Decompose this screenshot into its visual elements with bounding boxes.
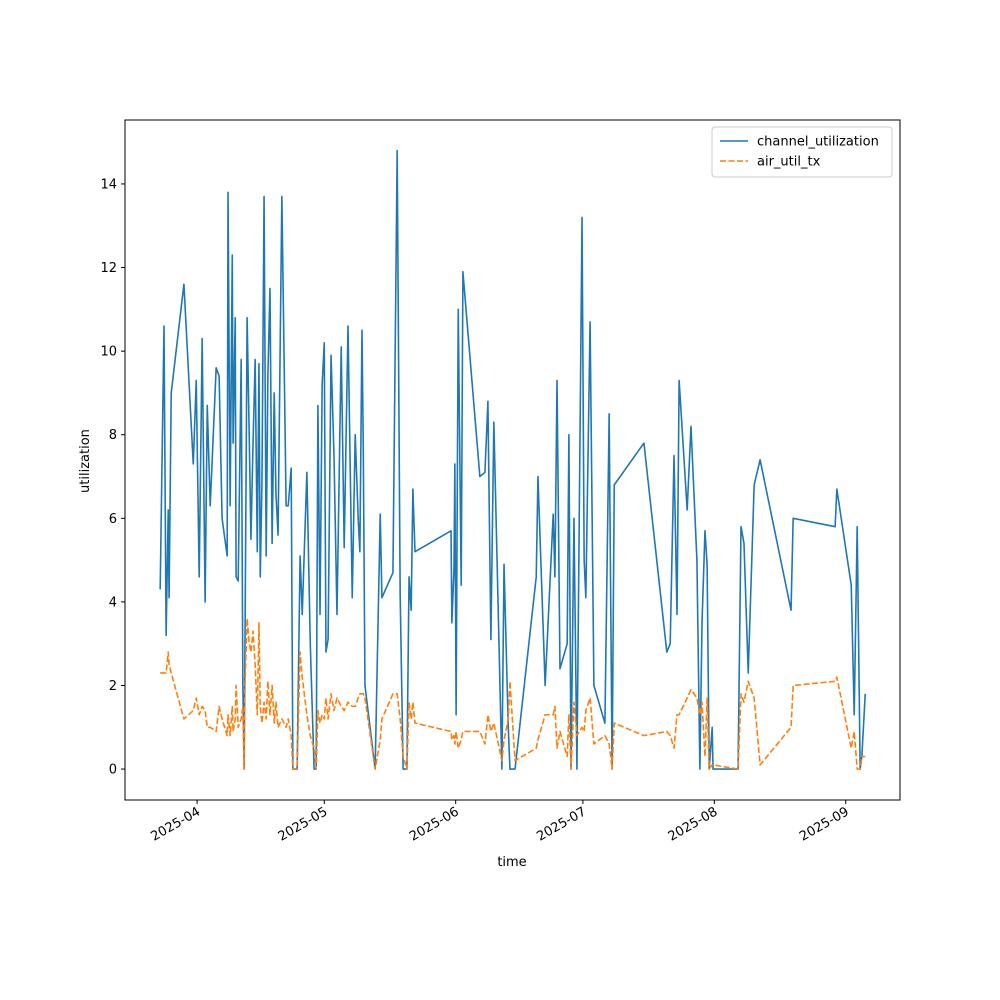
legend-label: channel_utilization [757, 135, 879, 150]
x-tick-label: 2025-08 [666, 804, 721, 844]
line-series [159, 149, 867, 770]
x-tick-label: 2025-07 [534, 804, 589, 844]
x-tick-label: 2025-05 [276, 804, 331, 844]
y-tick-label: 4 [109, 595, 117, 610]
legend-box [711, 126, 893, 178]
legend: channel_utilization air_util_tx [711, 126, 893, 178]
x-axis-label: time [497, 855, 526, 870]
x-tick-label: 2025-04 [149, 804, 204, 844]
y-tick-label: 14 [100, 177, 117, 192]
y-tick-label: 0 [109, 763, 117, 778]
plot-frame [124, 119, 901, 801]
y-tick-label: 8 [109, 428, 117, 443]
y-tick-label: 12 [100, 261, 117, 276]
x-tick-label: 2025-09 [797, 804, 852, 844]
y-axis-label: utilization [78, 429, 93, 493]
y-tick-label: 2 [109, 679, 117, 694]
line-series [160, 617, 866, 770]
x-tick-label: 2025-06 [407, 804, 462, 844]
y-tick-label: 10 [100, 345, 117, 360]
legend-label: air_util_tx [757, 155, 821, 170]
y-tick-label: 6 [109, 512, 117, 527]
